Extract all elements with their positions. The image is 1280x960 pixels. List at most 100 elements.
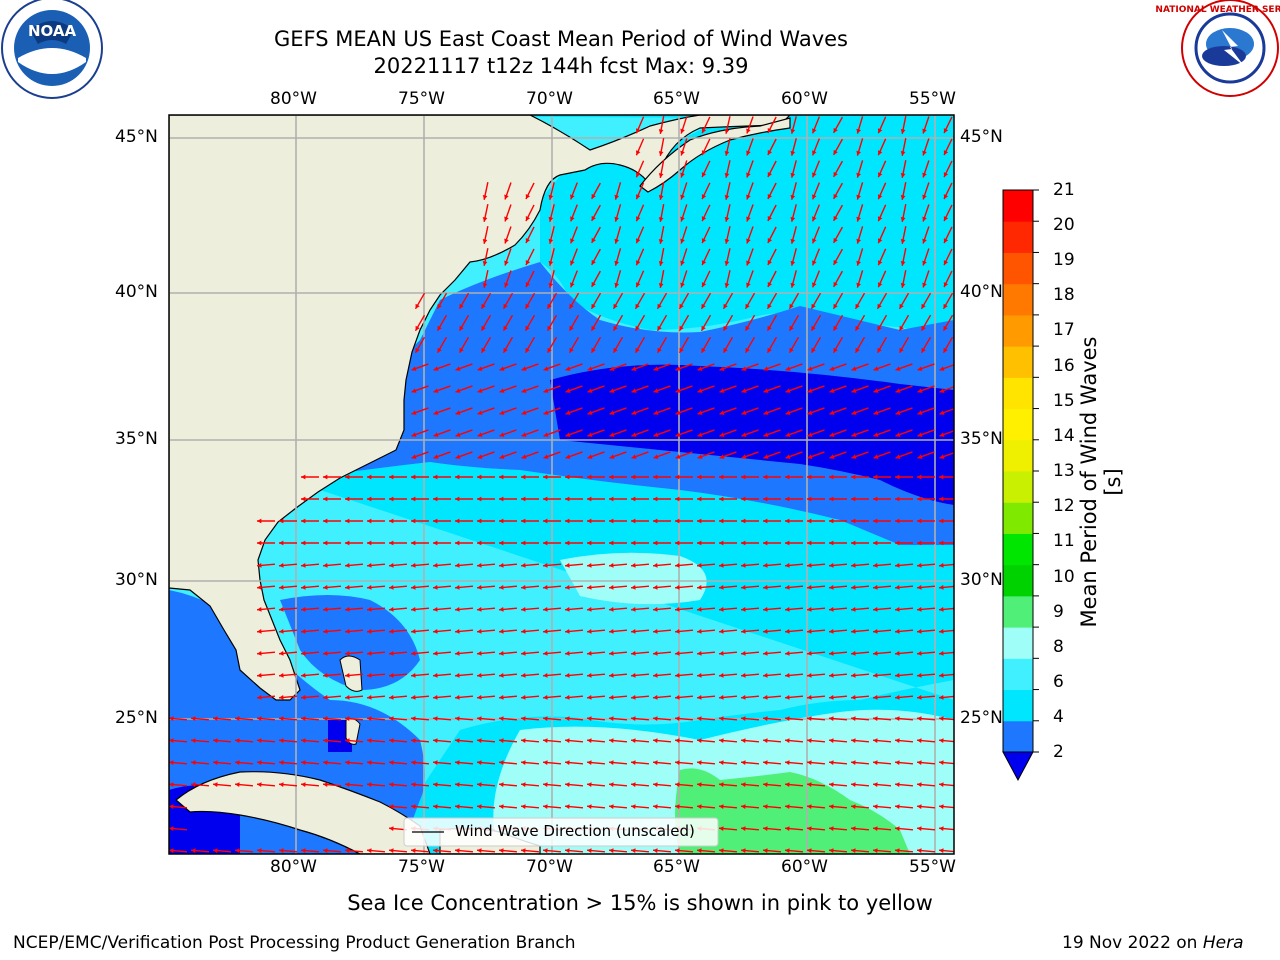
wave-direction-arrowhead — [851, 388, 857, 393]
colorbar-segment — [1003, 564, 1033, 597]
wave-direction-arrowhead — [895, 782, 900, 787]
wave-direction-arrowhead — [477, 474, 482, 480]
wave-direction-arrowhead — [499, 540, 504, 546]
wave-direction-arrowhead — [724, 238, 730, 244]
wave-direction-arrowhead — [653, 804, 658, 809]
colorbar-tick: 11 — [1053, 531, 1075, 551]
wave-direction-arrowhead — [895, 410, 901, 415]
wave-direction-arrowhead — [433, 366, 439, 371]
wave-direction-arrowhead — [570, 194, 575, 200]
wave-direction-arrowhead — [455, 848, 460, 853]
wave-direction-arrowhead — [741, 673, 746, 678]
wave-direction-arrowhead — [877, 216, 883, 222]
wave-direction-arrowhead — [939, 410, 945, 415]
wave-direction-arrowhead — [455, 651, 460, 656]
wave-direction-arrowhead — [939, 585, 944, 590]
wave-direction-arrowhead — [455, 804, 460, 809]
wave-direction-arrowhead — [939, 848, 944, 853]
lon-label-bottom: 55°W — [909, 857, 956, 877]
wave-direction-arrowhead — [741, 474, 746, 480]
wave-direction-arrowhead — [565, 454, 571, 459]
wave-direction-arrowhead — [499, 388, 505, 393]
wave-direction-arrowhead — [543, 366, 549, 371]
wave-direction-arrowhead — [525, 303, 530, 309]
wave-direction-arrowhead — [746, 260, 751, 266]
wave-direction-arrowhead — [411, 629, 416, 634]
colorbar-segment — [1003, 314, 1033, 347]
wave-direction-arrowhead — [767, 281, 773, 287]
wave-direction-arrowhead — [591, 281, 596, 287]
wave-direction-arrowhead — [719, 848, 724, 853]
wave-direction-arrowhead — [653, 474, 658, 480]
wave-direction-arrowhead — [455, 366, 461, 371]
lon-label-bottom: 75°W — [398, 857, 445, 877]
wave-direction-arrowhead — [411, 760, 416, 765]
wave-direction-arrowhead — [389, 738, 394, 743]
wave-direction-arrowhead — [939, 826, 944, 831]
wave-direction-arrowhead — [587, 432, 593, 437]
wave-direction-arrowhead — [169, 738, 174, 743]
wave-direction-arrowhead — [658, 239, 664, 244]
wave-direction-arrowhead — [301, 782, 306, 787]
wave-direction-arrowhead — [900, 129, 906, 134]
wave-direction-arrowhead — [613, 325, 618, 331]
wave-direction-arrowhead — [741, 651, 746, 656]
wave-direction-arrowhead — [895, 454, 901, 459]
wave-direction-arrowhead — [746, 172, 751, 178]
wave-direction-arrowhead — [763, 518, 768, 524]
wave-direction-arrowhead — [943, 260, 949, 266]
wave-direction-arrowhead — [525, 194, 531, 200]
colorbar-tick: 8 — [1053, 637, 1064, 657]
wave-direction-arrowhead — [345, 474, 350, 480]
wave-direction-arrowhead — [807, 585, 812, 590]
wave-direction-arrowhead — [697, 782, 702, 787]
wave-direction-arrowhead — [631, 804, 636, 809]
wave-direction-arrowhead — [922, 282, 927, 288]
wave-direction-arrowhead — [785, 695, 790, 700]
footer-credit: NCEP/EMC/Verification Post Processing Pr… — [13, 933, 576, 953]
wave-direction-arrowhead — [301, 673, 306, 678]
colorbar-segment — [1003, 689, 1033, 722]
wave-direction-arrowhead — [433, 782, 438, 787]
wave-direction-arrowhead — [543, 629, 548, 634]
wave-direction-arrowhead — [657, 325, 662, 331]
wave-direction-arrowhead — [257, 651, 262, 656]
wave-direction-arrowhead — [719, 540, 724, 546]
wave-direction-arrowhead — [455, 695, 460, 700]
wave-direction-arrowhead — [565, 738, 570, 743]
colorbar-tick: 12 — [1053, 496, 1075, 516]
wave-direction-arrowhead — [631, 474, 636, 480]
wave-direction-arrowhead — [719, 826, 724, 831]
wave-direction-arrowhead — [807, 673, 812, 678]
wave-direction-arrowhead — [741, 410, 747, 415]
wave-direction-arrowhead — [943, 194, 949, 200]
wave-direction-arrowhead — [609, 474, 614, 480]
wave-direction-arrowhead — [763, 585, 768, 590]
lon-label-bottom: 65°W — [653, 857, 700, 877]
wave-direction-arrowhead — [521, 454, 527, 459]
wave-direction-arrowhead — [323, 695, 328, 700]
wave-direction-arrowhead — [851, 716, 856, 721]
band-9-10 — [675, 768, 910, 854]
wave-direction-arrowhead — [675, 804, 680, 809]
wave-direction-arrowhead — [807, 540, 812, 546]
lat-label-left: 45°N — [115, 127, 158, 147]
wave-direction-arrowhead — [587, 804, 592, 809]
wave-direction-arrowhead — [679, 325, 684, 331]
wave-direction-arrowhead — [367, 651, 372, 656]
wave-direction-arrowhead — [943, 128, 949, 134]
wave-direction-arrowhead — [609, 366, 615, 371]
wave-direction-arrowhead — [719, 454, 725, 459]
wave-direction-arrowhead — [657, 347, 662, 353]
wave-direction-arrowhead — [807, 563, 812, 568]
wave-direction-arrowhead — [482, 195, 488, 200]
wave-direction-arrowhead — [279, 607, 284, 612]
wave-direction-arrowhead — [301, 760, 306, 765]
colorbar-segment — [1003, 658, 1033, 691]
wave-direction-arrowhead — [591, 237, 596, 243]
wave-direction-arrowhead — [697, 695, 702, 700]
wave-direction-arrowhead — [635, 216, 641, 222]
wave-direction-arrowhead — [811, 347, 816, 353]
wave-direction-arrowhead — [746, 282, 751, 288]
wave-direction-arrowhead — [389, 782, 394, 787]
